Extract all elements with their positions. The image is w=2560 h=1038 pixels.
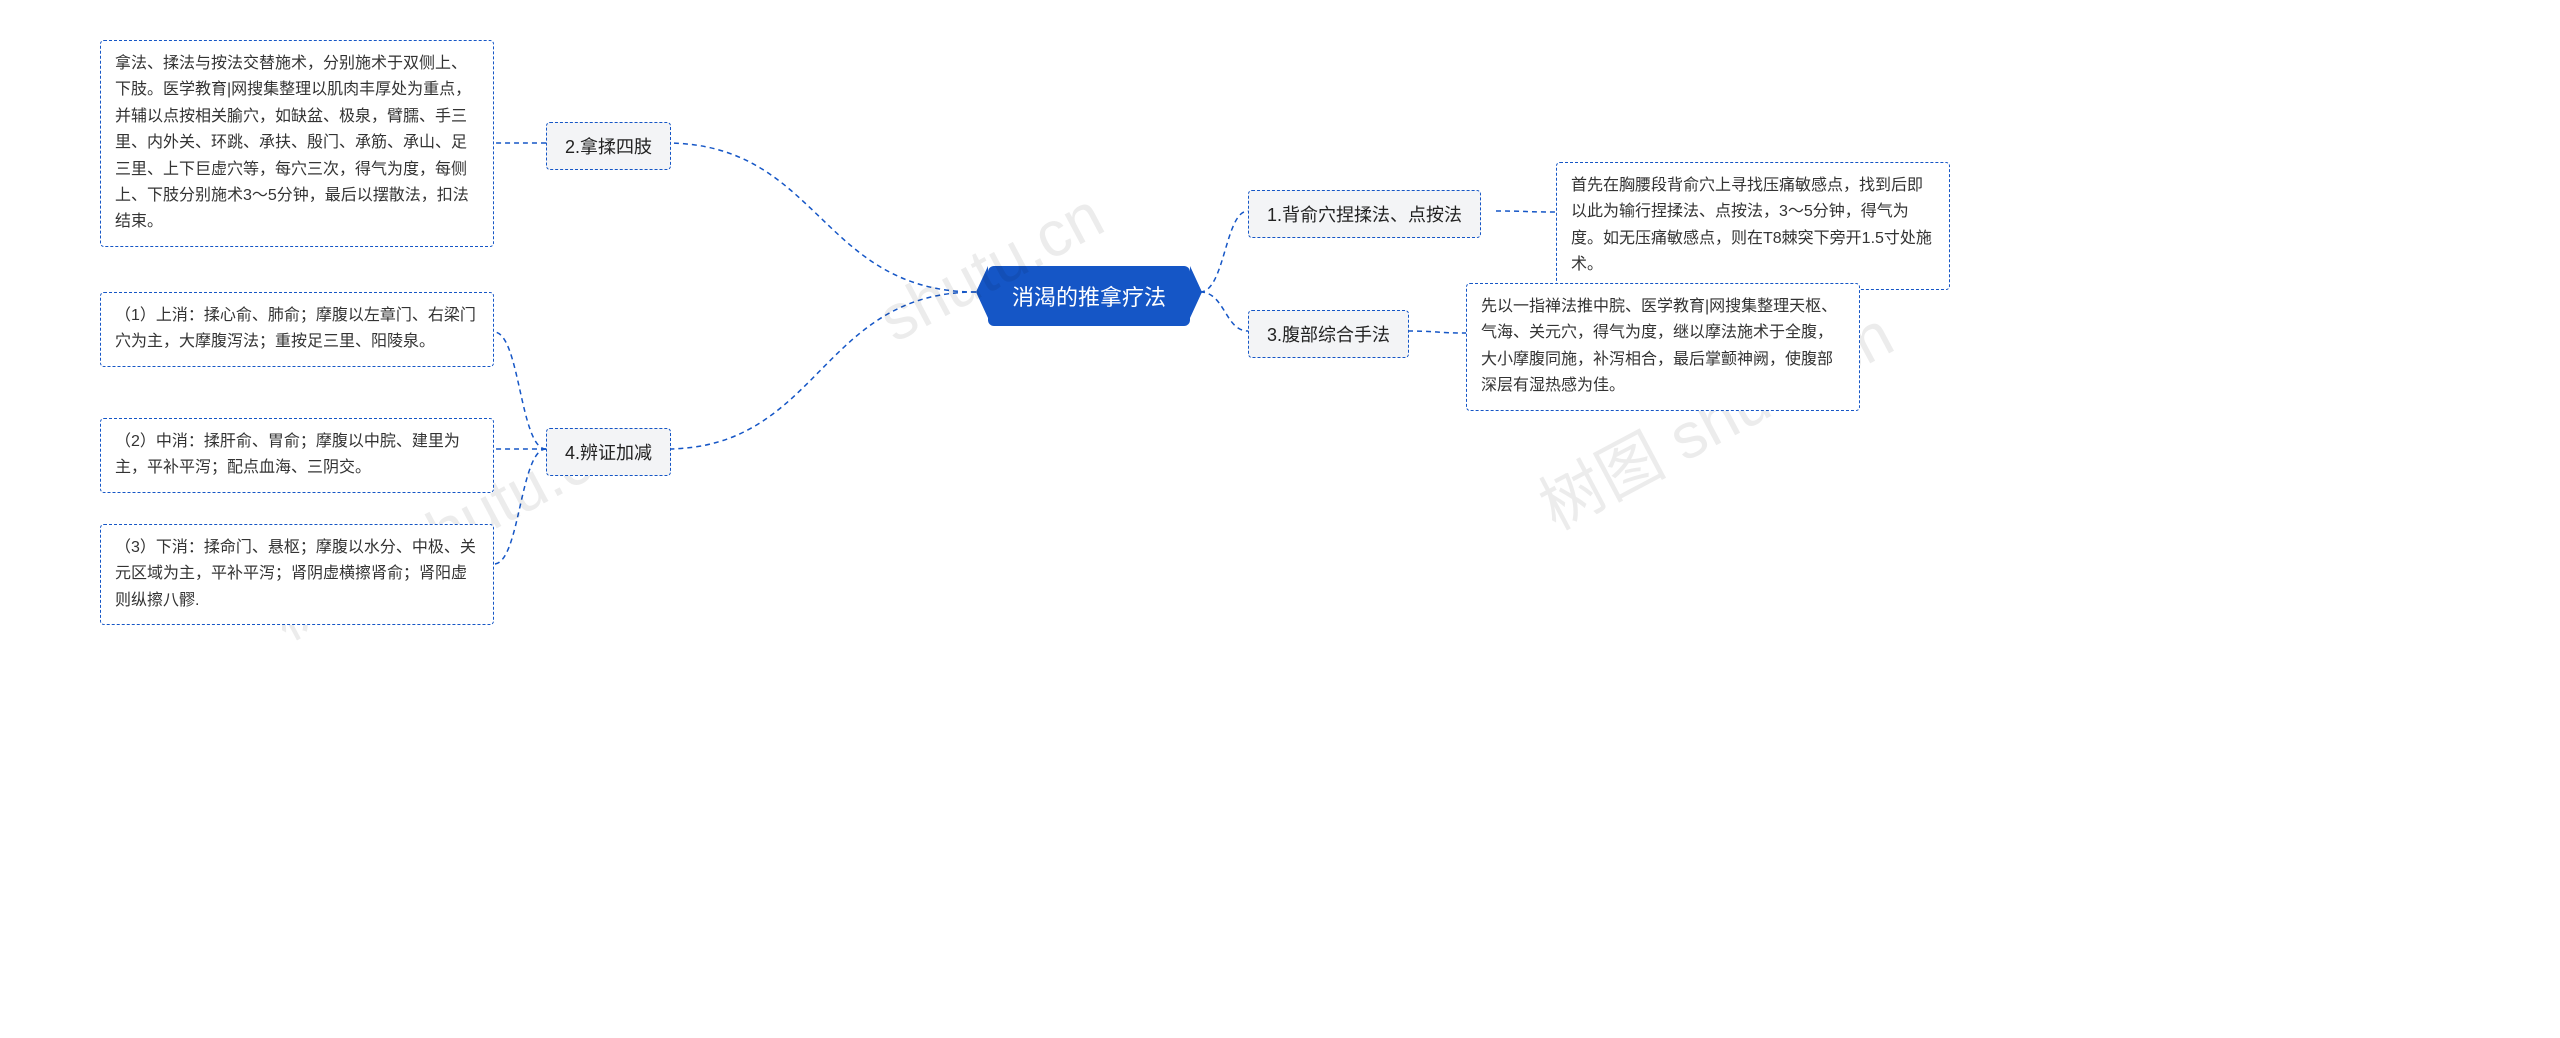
branch-label: 2.拿揉四肢 [565,137,652,157]
branch-b2: 2.拿揉四肢 [546,122,671,170]
leaf-b4l2: （2）中消：揉肝俞、胃俞；摩腹以中脘、建里为主，平补平泻；配点血海、三阴交。 [100,418,494,493]
leaf-b1l1: 首先在胸腰段背俞穴上寻找压痛敏感点，找到后即以此为输行捏揉法、点按法，3～5分钟… [1556,162,1950,290]
connector [666,292,976,449]
leaf-b4l3: （3）下消：揉命门、悬枢；摩腹以水分、中极、关元区域为主，平补平泻；肾阴虚横擦肾… [100,524,494,625]
connector [666,143,976,292]
connector [1200,292,1248,331]
connector [1496,211,1556,212]
branch-label: 4.辨证加减 [565,443,652,463]
root-node: 消渴的推拿疗法 [988,266,1190,326]
branch-label: 3.腹部综合手法 [1267,325,1390,345]
branch-b1: 1.背俞穴捏揉法、点按法 [1248,190,1481,238]
leaf-b3l1: 先以一指禅法推中脘、医学教育|网搜集整理天枢、气海、关元穴，得气为度，继以摩法施… [1466,283,1860,411]
branch-b4: 4.辨证加减 [546,428,671,476]
branch-label: 1.背俞穴捏揉法、点按法 [1267,205,1462,225]
root-label: 消渴的推拿疗法 [1012,285,1166,310]
connector [494,332,546,449]
leaf-b4l1: （1）上消：揉心俞、肺俞；摩腹以左章门、右梁门穴为主，大摩腹泻法；重按足三里、阳… [100,292,494,367]
branch-b3: 3.腹部综合手法 [1248,310,1409,358]
leaf-b2l1: 拿法、揉法与按法交替施术，分别施术于双侧上、下肢。医学教育|网搜集整理以肌肉丰厚… [100,40,494,247]
connector [494,449,546,564]
connector [1200,211,1248,292]
connector [1408,331,1466,333]
